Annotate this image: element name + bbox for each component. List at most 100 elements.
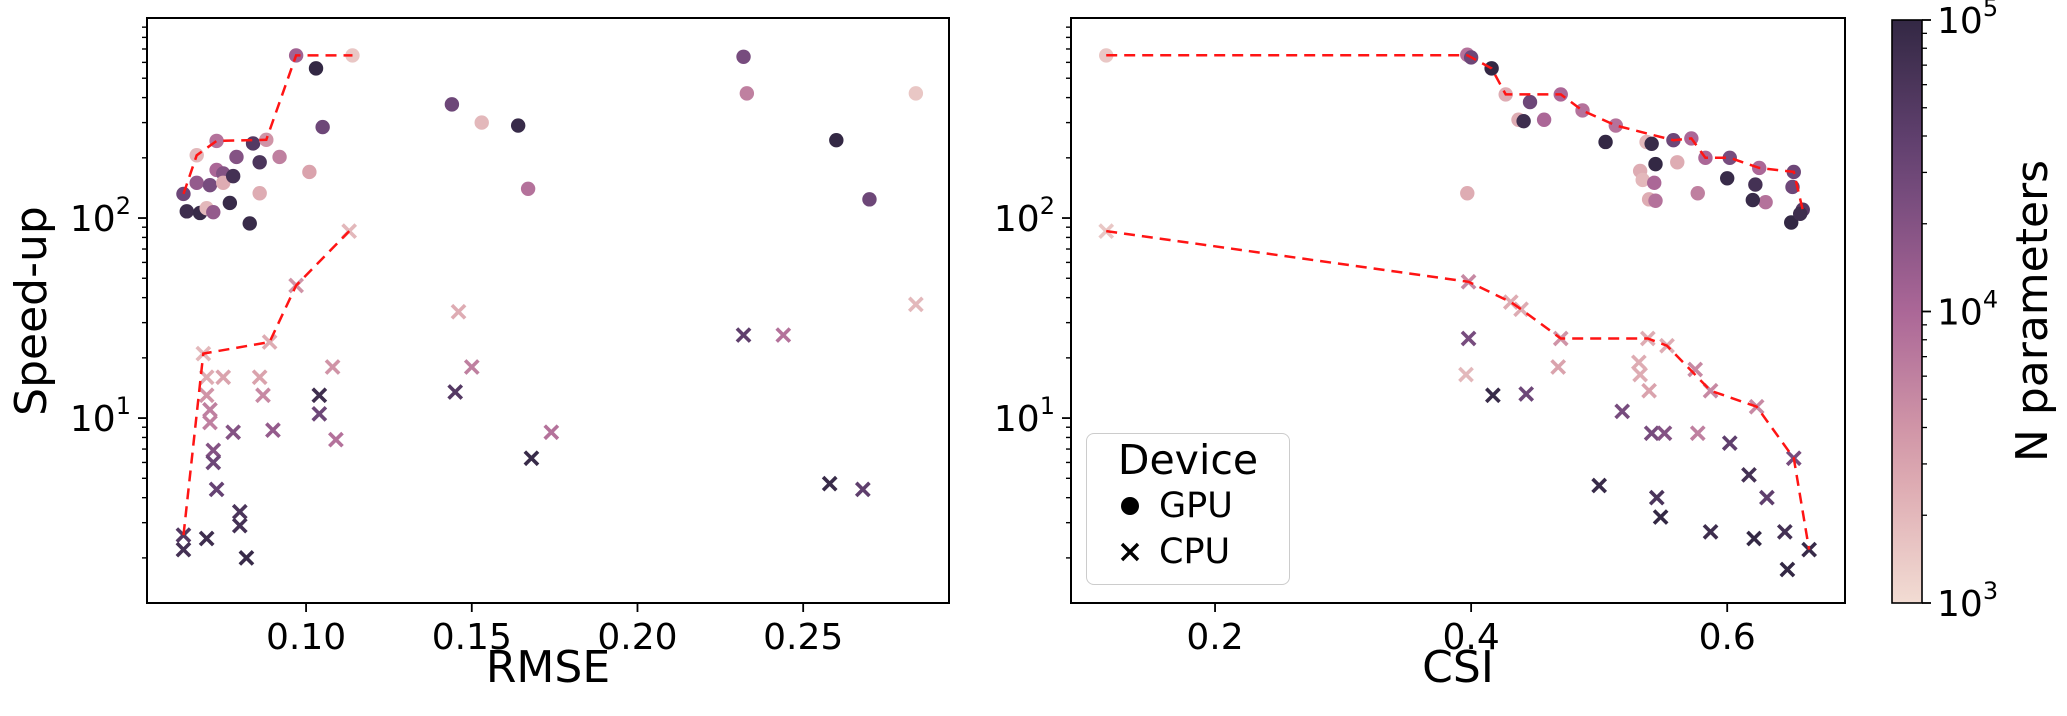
y-tick-label: 101 — [70, 392, 131, 440]
gpu-point — [179, 204, 194, 219]
cpu-point — [1776, 523, 1793, 540]
gpu-point — [1722, 150, 1737, 166]
cpu-point — [1656, 425, 1673, 442]
cpu-point — [1632, 366, 1649, 383]
cpu-point — [907, 296, 924, 313]
colorbar: 105 104 103 — [1891, 0, 1998, 625]
cpu-point — [328, 431, 344, 448]
gpu-point — [1690, 186, 1705, 201]
gpu-point — [202, 177, 218, 193]
cpu-point — [523, 450, 540, 467]
gpu-point — [176, 186, 191, 202]
cpu-point — [1648, 489, 1665, 506]
gpu-point — [225, 168, 241, 184]
cpu-point — [1687, 361, 1704, 378]
gpu-marker-icon — [1101, 493, 1159, 519]
gpu-point — [252, 155, 267, 170]
x-tick-label: 0.10 — [266, 617, 346, 658]
cpu-point — [1518, 386, 1535, 402]
cpu-point — [1643, 425, 1660, 442]
x-tick-label: 0.20 — [597, 617, 677, 658]
cpu-point — [231, 503, 248, 520]
gpu-point — [739, 86, 755, 101]
cpu-point — [311, 405, 328, 422]
cpu-point — [198, 387, 215, 404]
gpu-point — [1748, 177, 1763, 192]
cpu-front-line — [1106, 229, 1811, 550]
gpu-point — [1635, 172, 1650, 188]
axes-frame — [1070, 17, 1846, 604]
colorbar-tick-label: 104 — [1937, 286, 1998, 334]
gpu-point — [189, 175, 204, 191]
cpu-point — [205, 454, 222, 471]
gpu-point — [444, 97, 460, 112]
cpu-point — [202, 414, 218, 431]
left-plot: 0.10 0.15 0.20 0.25 101 102 — [70, 17, 950, 658]
y-tick-label: 102 — [994, 192, 1055, 240]
cpu-point — [735, 327, 752, 343]
cpu-point — [1801, 541, 1818, 558]
left-ylabel: Speed-up — [6, 206, 57, 416]
cpu-point — [543, 424, 560, 441]
cpu-point — [1641, 382, 1657, 399]
cpu-point — [775, 327, 792, 343]
gpu-point — [315, 119, 330, 135]
colorbar-tick-label: 105 — [1937, 0, 1998, 42]
gpu-point — [1522, 94, 1538, 110]
cpu-point — [1689, 425, 1706, 442]
cpu-point — [447, 384, 464, 400]
colorbar-tick-label: 103 — [1937, 577, 1998, 625]
gpu-point — [229, 149, 244, 165]
cpu-point — [1721, 435, 1738, 451]
cpu-point — [1759, 489, 1775, 506]
cpu-point — [1458, 366, 1474, 383]
cpu-point — [821, 475, 838, 492]
cpu-point — [1614, 403, 1631, 420]
cpu-marker-icon — [1101, 539, 1159, 565]
cpu-point — [1779, 561, 1796, 578]
gpu-point — [308, 61, 324, 76]
gpu-point — [520, 181, 536, 197]
cpu-point — [311, 387, 328, 404]
legend-item-cpu: CPU — [1087, 529, 1289, 575]
right-xlabel: CSI — [1422, 642, 1494, 693]
left-xlabel: RMSE — [486, 642, 610, 693]
cpu-point — [261, 334, 278, 350]
x-tick-label: 0.4 — [1442, 617, 1499, 658]
gpu-point — [510, 118, 526, 133]
cpu-point — [175, 527, 192, 543]
cpu-point — [1550, 359, 1567, 375]
cpu-point — [225, 424, 242, 441]
cpu-point — [265, 422, 281, 439]
gpu-point — [1644, 136, 1659, 152]
gpu-point — [245, 136, 261, 151]
gpu-point — [1784, 215, 1799, 230]
gpu-point — [1670, 155, 1685, 170]
right-plot: 0.2 0.4 0.6 101 102 — [994, 17, 1846, 658]
plots-layer: 0.10 0.15 0.20 0.25 101 102 0.2 0.4 0.6 101 102 — [70, 17, 1846, 658]
cpu-point — [450, 303, 467, 320]
axes-frame — [146, 17, 950, 604]
gpu-point — [252, 186, 267, 201]
cpu-point — [1485, 387, 1501, 404]
gpu-point — [1608, 118, 1624, 133]
gpu-point — [1720, 171, 1735, 186]
gpu-point — [272, 149, 287, 165]
gpu-point — [862, 192, 877, 207]
cpu-point — [1746, 530, 1762, 547]
gpu-point — [908, 86, 924, 101]
gpu-point — [1598, 134, 1613, 150]
gpu-point — [222, 195, 238, 211]
cpu-point — [231, 517, 248, 534]
y-tick-label: 101 — [994, 392, 1055, 440]
cpu-point — [175, 541, 192, 558]
gpu-point — [736, 49, 751, 64]
legend-item-label: GPU — [1159, 486, 1233, 527]
x-tick-label: 0.25 — [763, 617, 843, 658]
gpu-point — [206, 204, 221, 220]
colorbar-label: N parameters — [2007, 160, 2058, 462]
gpu-point — [1648, 156, 1663, 172]
cpu-point — [251, 369, 268, 386]
cpu-point — [198, 530, 215, 547]
cpu-series — [175, 223, 924, 566]
